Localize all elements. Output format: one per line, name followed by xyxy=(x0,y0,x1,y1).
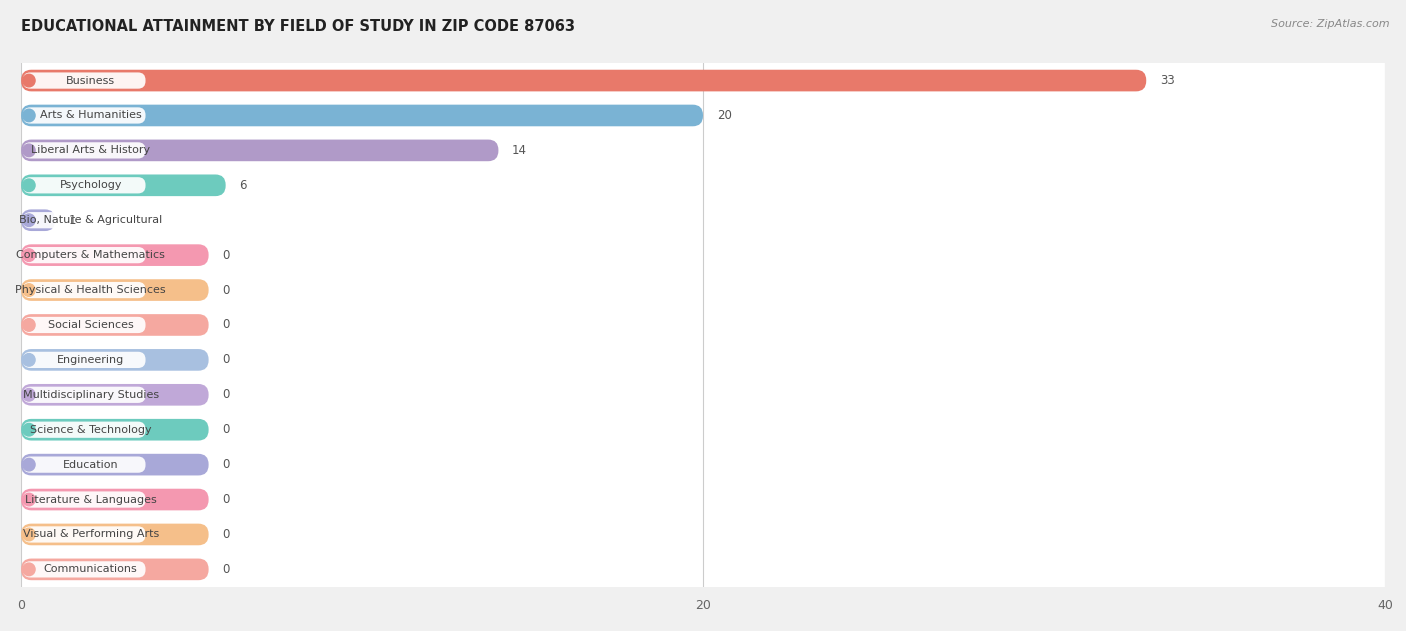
Circle shape xyxy=(22,179,35,192)
Text: 0: 0 xyxy=(222,353,229,367)
Text: Visual & Performing Arts: Visual & Performing Arts xyxy=(22,529,159,540)
FancyBboxPatch shape xyxy=(21,314,208,336)
Circle shape xyxy=(22,74,35,87)
FancyBboxPatch shape xyxy=(21,454,208,475)
FancyBboxPatch shape xyxy=(21,139,499,161)
Text: Computers & Mathematics: Computers & Mathematics xyxy=(17,250,165,260)
Circle shape xyxy=(22,389,35,401)
FancyBboxPatch shape xyxy=(22,492,146,508)
FancyBboxPatch shape xyxy=(21,349,208,370)
Bar xyxy=(21,133,1385,168)
Text: 1: 1 xyxy=(69,214,76,227)
FancyBboxPatch shape xyxy=(21,280,208,301)
FancyBboxPatch shape xyxy=(22,387,146,403)
Text: 0: 0 xyxy=(222,388,229,401)
Text: Multidisciplinary Studies: Multidisciplinary Studies xyxy=(22,390,159,400)
FancyBboxPatch shape xyxy=(22,282,146,298)
Text: Bio, Nature & Agricultural: Bio, Nature & Agricultural xyxy=(20,215,162,225)
Circle shape xyxy=(22,214,35,227)
Circle shape xyxy=(22,353,35,366)
FancyBboxPatch shape xyxy=(21,70,1146,91)
Text: 0: 0 xyxy=(222,423,229,436)
Bar xyxy=(21,412,1385,447)
Circle shape xyxy=(22,319,35,331)
FancyBboxPatch shape xyxy=(22,247,146,263)
Bar xyxy=(21,482,1385,517)
Text: Business: Business xyxy=(66,76,115,86)
FancyBboxPatch shape xyxy=(21,419,208,440)
Circle shape xyxy=(22,109,35,122)
Text: Engineering: Engineering xyxy=(58,355,124,365)
Text: Communications: Communications xyxy=(44,564,138,574)
FancyBboxPatch shape xyxy=(22,317,146,333)
Text: 33: 33 xyxy=(1160,74,1174,87)
Bar xyxy=(21,343,1385,377)
Text: 0: 0 xyxy=(222,249,229,262)
Bar xyxy=(21,377,1385,412)
Circle shape xyxy=(22,144,35,156)
FancyBboxPatch shape xyxy=(21,524,208,545)
Circle shape xyxy=(22,423,35,436)
FancyBboxPatch shape xyxy=(22,422,146,438)
Circle shape xyxy=(22,249,35,261)
FancyBboxPatch shape xyxy=(22,212,146,228)
Text: Arts & Humanities: Arts & Humanities xyxy=(39,110,142,121)
Text: Psychology: Psychology xyxy=(59,180,122,191)
Text: 0: 0 xyxy=(222,319,229,331)
Bar xyxy=(21,168,1385,203)
Text: EDUCATIONAL ATTAINMENT BY FIELD OF STUDY IN ZIP CODE 87063: EDUCATIONAL ATTAINMENT BY FIELD OF STUDY… xyxy=(21,19,575,34)
FancyBboxPatch shape xyxy=(21,384,208,406)
FancyBboxPatch shape xyxy=(22,73,146,89)
FancyBboxPatch shape xyxy=(22,351,146,368)
Bar xyxy=(21,63,1385,98)
Text: 14: 14 xyxy=(512,144,527,157)
Circle shape xyxy=(22,528,35,541)
Text: 6: 6 xyxy=(239,179,247,192)
Bar xyxy=(21,307,1385,343)
Text: Liberal Arts & History: Liberal Arts & History xyxy=(31,145,150,155)
Bar xyxy=(21,238,1385,273)
FancyBboxPatch shape xyxy=(21,244,208,266)
FancyBboxPatch shape xyxy=(21,209,55,231)
Text: 0: 0 xyxy=(222,458,229,471)
Text: 0: 0 xyxy=(222,528,229,541)
Bar xyxy=(21,552,1385,587)
Text: Social Sciences: Social Sciences xyxy=(48,320,134,330)
FancyBboxPatch shape xyxy=(22,177,146,194)
Bar xyxy=(21,517,1385,552)
Circle shape xyxy=(22,458,35,471)
FancyBboxPatch shape xyxy=(21,558,208,580)
FancyBboxPatch shape xyxy=(22,107,146,124)
Text: 0: 0 xyxy=(222,283,229,297)
Circle shape xyxy=(22,284,35,297)
FancyBboxPatch shape xyxy=(22,456,146,473)
Text: Physical & Health Sciences: Physical & Health Sciences xyxy=(15,285,166,295)
Text: 20: 20 xyxy=(717,109,731,122)
Text: Source: ZipAtlas.com: Source: ZipAtlas.com xyxy=(1271,19,1389,29)
FancyBboxPatch shape xyxy=(22,526,146,543)
Text: 0: 0 xyxy=(222,563,229,576)
Text: Education: Education xyxy=(63,459,118,469)
Text: Science & Technology: Science & Technology xyxy=(30,425,152,435)
FancyBboxPatch shape xyxy=(21,175,226,196)
Text: 0: 0 xyxy=(222,493,229,506)
Text: Literature & Languages: Literature & Languages xyxy=(25,495,156,505)
Circle shape xyxy=(22,493,35,506)
FancyBboxPatch shape xyxy=(22,561,146,577)
Bar xyxy=(21,203,1385,238)
Circle shape xyxy=(22,563,35,575)
Bar xyxy=(21,447,1385,482)
Bar xyxy=(21,98,1385,133)
Bar xyxy=(21,273,1385,307)
FancyBboxPatch shape xyxy=(22,142,146,158)
FancyBboxPatch shape xyxy=(21,105,703,126)
FancyBboxPatch shape xyxy=(21,489,208,510)
